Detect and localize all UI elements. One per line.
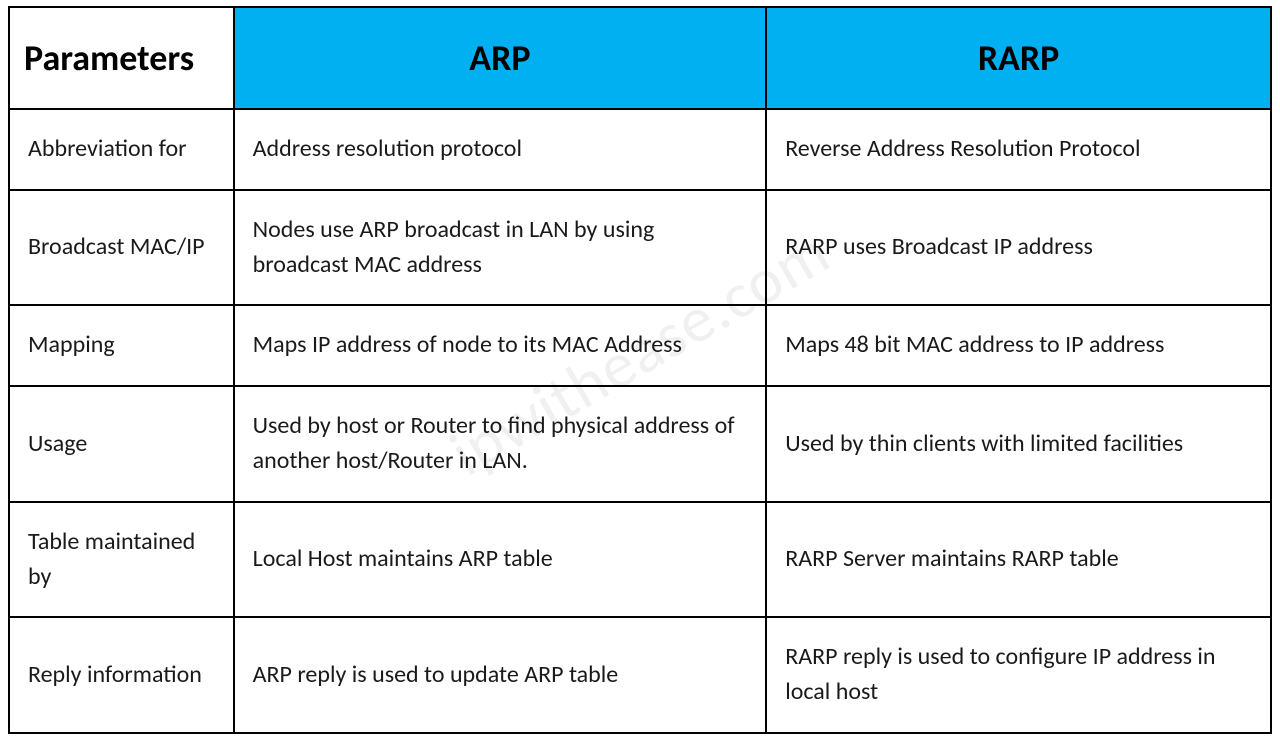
header-parameters: Parameters [9, 7, 234, 109]
cell-param: Table maintained by [9, 502, 234, 618]
cell-arp: Maps IP address of node to its MAC Addre… [234, 305, 767, 386]
table-row: Usage Used by host or Router to find phy… [9, 386, 1271, 502]
cell-rarp: Maps 48 bit MAC address to IP address [766, 305, 1271, 386]
table-row: Broadcast MAC/IP Nodes use ARP broadcast… [9, 190, 1271, 306]
table-body: Abbreviation for Address resolution prot… [9, 109, 1271, 733]
table-row: Table maintained by Local Host maintains… [9, 502, 1271, 618]
cell-arp: Used by host or Router to find physical … [234, 386, 767, 502]
table-row: Abbreviation for Address resolution prot… [9, 109, 1271, 190]
cell-rarp: RARP uses Broadcast IP address [766, 190, 1271, 306]
cell-arp: Nodes use ARP broadcast in LAN by using … [234, 190, 767, 306]
header-rarp: RARP [766, 7, 1271, 109]
comparison-table-container: ipwithease.com Parameters ARP RARP Abbre… [0, 0, 1280, 740]
cell-param: Reply information [9, 617, 234, 733]
cell-rarp: Reverse Address Resolution Protocol [766, 109, 1271, 190]
cell-param: Broadcast MAC/IP [9, 190, 234, 306]
header-arp: ARP [234, 7, 767, 109]
comparison-table: Parameters ARP RARP Abbreviation for Add… [8, 6, 1272, 734]
table-row: Mapping Maps IP address of node to its M… [9, 305, 1271, 386]
cell-param: Usage [9, 386, 234, 502]
cell-arp: Local Host maintains ARP table [234, 502, 767, 618]
table-header-row: Parameters ARP RARP [9, 7, 1271, 109]
table-row: Reply information ARP reply is used to u… [9, 617, 1271, 733]
cell-param: Mapping [9, 305, 234, 386]
cell-arp: ARP reply is used to update ARP table [234, 617, 767, 733]
cell-arp: Address resolution protocol [234, 109, 767, 190]
cell-rarp: RARP Server maintains RARP table [766, 502, 1271, 618]
cell-param: Abbreviation for [9, 109, 234, 190]
cell-rarp: RARP reply is used to configure IP addre… [766, 617, 1271, 733]
cell-rarp: Used by thin clients with limited facili… [766, 386, 1271, 502]
